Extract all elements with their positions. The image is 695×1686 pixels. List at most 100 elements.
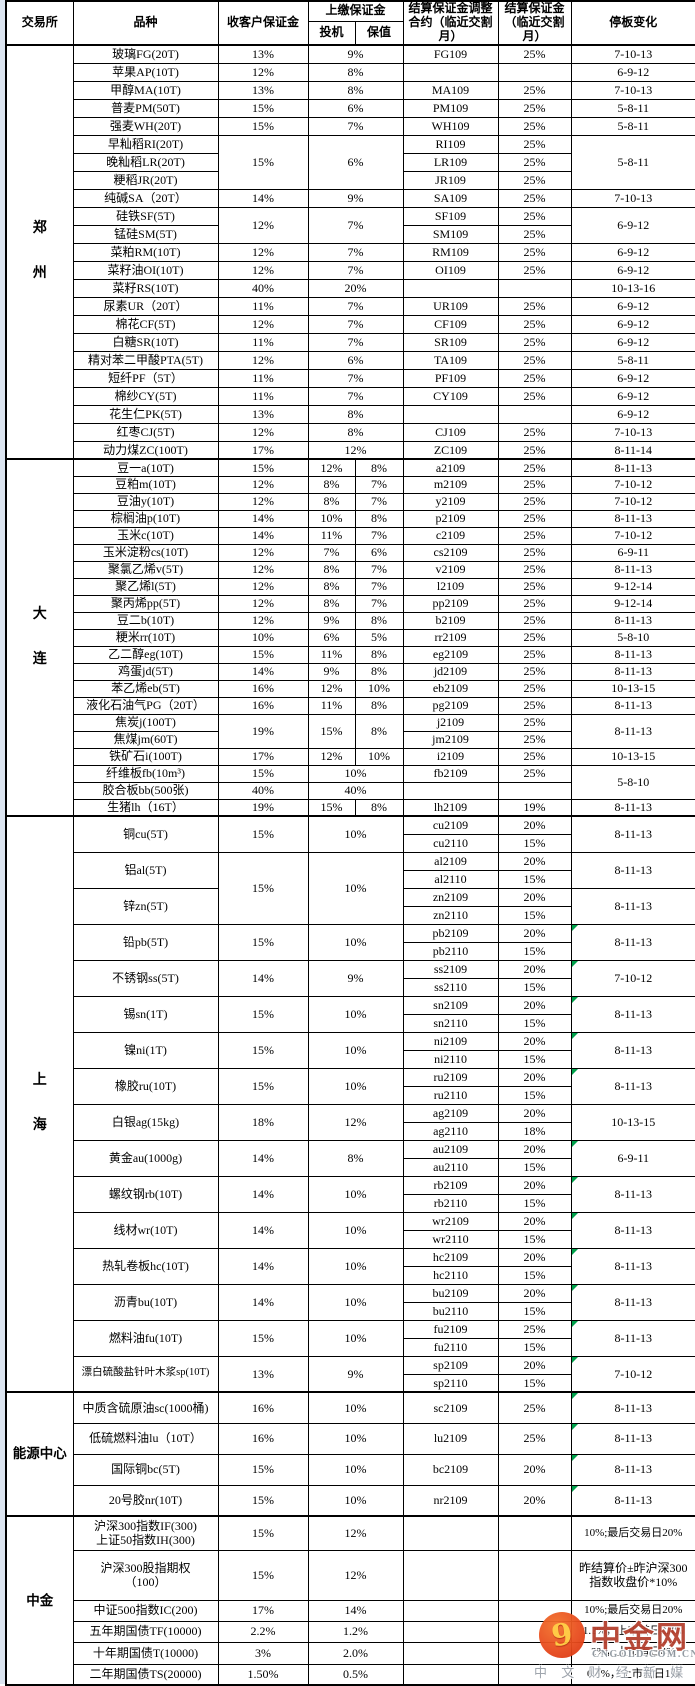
cell: 7% bbox=[354, 577, 404, 596]
cell: 8-11-13 bbox=[570, 1067, 695, 1105]
cell: 20% bbox=[497, 1031, 572, 1051]
cell: 25% bbox=[497, 543, 572, 562]
cell: 12% bbox=[217, 594, 309, 613]
cell: 25% bbox=[497, 116, 572, 136]
table-row: zn2110 15% bbox=[6, 905, 695, 925]
cell: 8% bbox=[307, 475, 356, 494]
cell bbox=[402, 1620, 499, 1643]
cell: 7-10-13 bbox=[570, 422, 695, 442]
margin-table-body: 郑 州玻璃FG(20T) 13% 9% FG109 25% 7-10-13 苹果AP(10T… bbox=[5, 44, 695, 1686]
cell bbox=[402, 1515, 499, 1551]
cell: 精对苯二甲酸PTA(5T) bbox=[72, 350, 219, 370]
page-left-margin bbox=[0, 0, 5, 1684]
cell: 14% bbox=[217, 1139, 309, 1177]
cell: 棉花CF(5T) bbox=[72, 314, 219, 334]
cell: 13% bbox=[217, 1355, 309, 1393]
cell: 25% bbox=[497, 713, 572, 732]
cell: 20% bbox=[497, 1484, 572, 1517]
cell: 锡sn(1T) bbox=[72, 995, 219, 1033]
cell: 8-11-13 bbox=[570, 815, 695, 853]
cell: p2109 bbox=[402, 509, 499, 528]
cell: 15% bbox=[217, 1067, 309, 1105]
cell: 8% bbox=[307, 62, 404, 82]
table-row: 动力煤ZC(100T) 17% 12% ZC109 25% 8-11-14 bbox=[6, 440, 695, 460]
cell: rr2109 bbox=[402, 628, 499, 647]
cell: 沥青bu(10T) bbox=[72, 1283, 219, 1321]
cell: 漂白硫酸盐针叶木浆sp(10T) bbox=[72, 1355, 219, 1393]
cell: 10%;最后交易日20% bbox=[570, 1515, 695, 1551]
cell: 5-8-10 bbox=[570, 628, 695, 647]
cell: 25% bbox=[497, 440, 572, 460]
cell: ss2110 bbox=[402, 977, 499, 997]
cell: 8% bbox=[307, 404, 404, 424]
cell: 15% bbox=[497, 905, 572, 925]
table-row: 中金 沪深300指数IF(300) 上证50指数IH(300) 15% 12% 10%;… bbox=[5, 1515, 695, 1686]
cell: 9-12-14 bbox=[570, 594, 695, 613]
cell: 13% bbox=[217, 404, 309, 424]
cell: 20% bbox=[497, 1283, 572, 1303]
table-row: 玉米淀粉cs(10T) 12% 7% 6% cs2109 25% 6-9-11 bbox=[6, 543, 695, 562]
header-row-1: 交易所 品种 收客户保证金 上缴保证金 结算保证金调整 合约（临近交割 月） 结… bbox=[5, 0, 695, 46]
cell: 25% bbox=[497, 679, 572, 698]
cell: 12% bbox=[217, 206, 309, 244]
cell: 8% bbox=[307, 422, 404, 442]
cell: 25% bbox=[497, 594, 572, 613]
cell: 25% bbox=[497, 422, 572, 442]
cell: 菜粕RM(10T) bbox=[72, 242, 219, 262]
cell: 25% bbox=[497, 224, 572, 244]
cell: 6-9-12 bbox=[570, 206, 695, 244]
cell: 7-10-13 bbox=[570, 80, 695, 100]
table-row: 乙二醇eg(10T) 15% 11% 8% eg2109 25% 8-11-13 bbox=[6, 645, 695, 664]
cngold-logo-icon: 9 bbox=[539, 1612, 585, 1658]
cell: ni2110 bbox=[402, 1049, 499, 1069]
cell: 15% bbox=[217, 995, 309, 1033]
table-row: 铅pb(5T) 15% 10% pb2109 20% 8-11-13 bbox=[6, 923, 695, 961]
cell: 铝al(5T) bbox=[72, 851, 219, 889]
cell: 10% bbox=[307, 764, 404, 783]
table-row: 二年期国债TS(20000) 1.50% 0.5% 0.5%，上市首日1% bbox=[6, 1663, 695, 1686]
cell: 6-9-12 bbox=[570, 368, 695, 388]
cell: 8-11-13 bbox=[570, 1211, 695, 1249]
cell: 12% bbox=[217, 260, 309, 280]
cell: 十年期国债T(10000) bbox=[72, 1641, 219, 1665]
cell bbox=[497, 781, 572, 800]
table-row: 大 连豆一a(10T) 15% 12% 8% a2109 25% 8-11-13 bbox=[5, 458, 695, 817]
cell: OI109 bbox=[402, 260, 499, 280]
cell: 国际铜bc(5T) bbox=[72, 1453, 219, 1486]
cell: 8-11-13 bbox=[570, 995, 695, 1033]
cell: 25% bbox=[497, 696, 572, 715]
cell: 10% bbox=[307, 1484, 404, 1517]
cell: 7% bbox=[307, 296, 404, 316]
cell: 8% bbox=[307, 492, 356, 511]
cell: 6-9-12 bbox=[570, 62, 695, 82]
cell: eg2109 bbox=[402, 645, 499, 664]
cell: 8-11-13 bbox=[570, 1247, 695, 1285]
cell: 7-10-12 bbox=[570, 475, 695, 494]
cell: 强麦WH(20T) bbox=[72, 116, 219, 136]
cell: CJ109 bbox=[402, 422, 499, 442]
cell: 聚丙烯pp(5T) bbox=[72, 594, 219, 613]
cell: c2109 bbox=[402, 526, 499, 545]
table-row: 精对苯二甲酸PTA(5T) 12% 6% TA109 25% 5-8-11 bbox=[6, 350, 695, 370]
cell: 15% bbox=[217, 645, 309, 664]
cell: 15% bbox=[497, 1229, 572, 1249]
cell: 焦炭j(100T) bbox=[72, 713, 219, 732]
cell bbox=[402, 1599, 499, 1622]
table-header: 交易所 品种 收客户保证金 上缴保证金 结算保证金调整 合约（临近交割 月） 结… bbox=[5, 0, 695, 46]
cell: 胶合板bb(500张) bbox=[72, 781, 219, 800]
table-row: pb2110 15% bbox=[6, 941, 695, 961]
cell: 25% bbox=[497, 350, 572, 370]
table-row: 短纤PF（5T） 11% 7% PF109 25% 6-9-12 bbox=[6, 368, 695, 388]
cell: 15% bbox=[497, 1337, 572, 1357]
table-row: 棉纱CY(5T) 11% 7% CY109 25% 6-9-12 bbox=[6, 386, 695, 406]
cngold-watermark: 9 中金网 CNGOLD.COM.CN 中 文 财 经 新 媒 体 bbox=[528, 1596, 695, 1684]
futures-margin-table: 交易所 品种 收客户保证金 上缴保证金 结算保证金调整 合约（临近交割 月） 结… bbox=[5, 0, 695, 1686]
table-row: 粳米rr(10T) 10% 6% 5% rr2109 25% 5-8-10 bbox=[6, 628, 695, 647]
cell: JR109 bbox=[402, 170, 499, 190]
table-row: 20号胶nr(10T) 15% 10% nr2109 20% 8-11-13 bbox=[6, 1484, 695, 1517]
cell: 8% bbox=[307, 80, 404, 100]
cell: 14% bbox=[217, 509, 309, 528]
cell: 10% bbox=[307, 851, 404, 925]
cell: a2109 bbox=[402, 458, 499, 477]
cell: 11% bbox=[307, 526, 356, 545]
